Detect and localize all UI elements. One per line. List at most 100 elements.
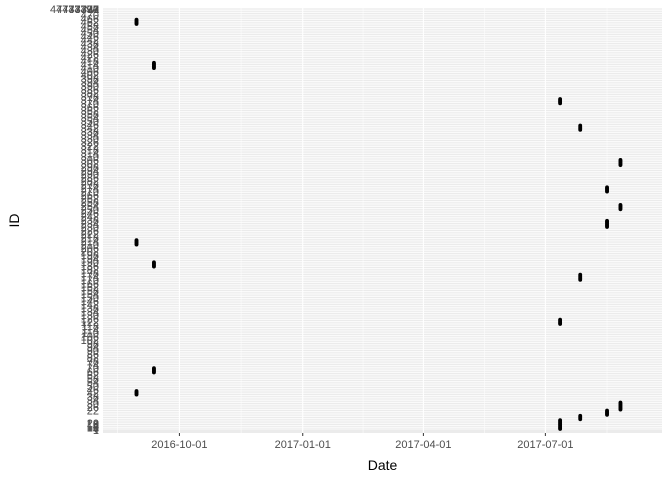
y-tick-label: 190 — [81, 257, 99, 269]
y-tick-label: 450 — [81, 28, 99, 40]
y-tick-label: 306 — [81, 155, 99, 167]
y-tick-label: 410 — [81, 63, 99, 75]
y-tick-label: 394 — [81, 77, 99, 89]
y-tick-label: 426 — [81, 49, 99, 61]
y-tick-label: 310 — [81, 151, 99, 163]
y-tick-label: 458 — [81, 21, 99, 33]
y-tick-label: 202 — [81, 247, 99, 259]
y-tick-label: 158 — [81, 285, 99, 297]
y-tick-label: 258 — [81, 197, 99, 209]
y-tick-label: 118 — [81, 321, 99, 333]
y-tick-label: 226 — [81, 225, 99, 237]
y-tick-label: 98 — [87, 338, 99, 350]
y-tick-label: 114 — [81, 324, 99, 336]
y-tick-label: 398 — [81, 74, 99, 86]
y-tick-label: 422 — [81, 53, 99, 65]
y-tick-label: 298 — [81, 162, 99, 174]
y-axis: 1471012141618204774773477334773334773339… — [50, 4, 100, 437]
y-tick-label: 138 — [81, 303, 99, 315]
y-tick-label: 302 — [81, 158, 99, 170]
data-point — [134, 238, 139, 243]
y-tick-label: 82 — [87, 353, 99, 365]
y-tick-label: 66 — [87, 367, 99, 379]
x-tick-label: 2016-10-01 — [151, 439, 207, 451]
y-tick-label: 262 — [81, 194, 99, 206]
y-tick-label: 166 — [81, 278, 99, 290]
y-tick-label: 254 — [81, 201, 99, 213]
y-tick-label: 350 — [81, 116, 99, 128]
y-tick-label: 382 — [81, 88, 99, 100]
y-tick-label: 462 — [81, 17, 99, 29]
y-tick-label: 14 — [87, 421, 99, 433]
x-tick-label: 2017-01-01 — [275, 439, 331, 451]
y-tick-label: 206 — [81, 243, 99, 255]
data-point — [605, 408, 609, 413]
y-tick-label: 290 — [81, 169, 99, 181]
y-tick-label: 362 — [81, 105, 99, 117]
y-tick-label: 406 — [81, 67, 99, 79]
y-tick-label: 50 — [87, 381, 99, 393]
y-tick-label: 130 — [81, 310, 99, 322]
y-tick-label: 126 — [81, 314, 99, 326]
y-tick-label: 358 — [81, 109, 99, 121]
y-tick-label: 234 — [81, 218, 99, 230]
y-tick-label: 374 — [81, 95, 99, 107]
y-tick-label: 162 — [81, 282, 99, 294]
y-tick-label: 286 — [81, 173, 99, 185]
data-point — [618, 157, 623, 162]
y-tick-label: 282 — [81, 176, 99, 188]
data-point — [618, 400, 623, 405]
y-tick-label: 20 — [87, 418, 99, 430]
y-tick-label: 7 — [93, 423, 99, 435]
x-axis-title: Date — [368, 457, 398, 473]
data-point — [578, 413, 583, 418]
y-tick-label: 218 — [81, 233, 99, 245]
y-tick-label: 22 — [87, 405, 99, 417]
y-tick-label: 214 — [81, 236, 99, 248]
y-tick-label: 47733391 — [50, 4, 99, 16]
data-point — [558, 317, 563, 322]
y-tick-label: 346 — [81, 120, 99, 132]
y-tick-label: 386 — [81, 84, 99, 96]
y-tick-label: 70 — [87, 363, 99, 375]
y-tick-label: 330 — [81, 134, 99, 146]
data-point — [134, 17, 139, 22]
data-point — [578, 272, 583, 277]
y-axis-title: ID — [6, 214, 22, 228]
y-tick-label: 74 — [87, 360, 99, 372]
y-tick-label: 477 — [81, 4, 99, 16]
y-tick-label: 26 — [87, 402, 99, 414]
y-tick-label: 274 — [81, 183, 99, 195]
y-tick-label: 446 — [81, 31, 99, 43]
y-tick-label: 402 — [81, 70, 99, 82]
y-tick-label: 314 — [81, 148, 99, 160]
y-tick-label: 266 — [81, 190, 99, 202]
y-tick-label: 30 — [87, 398, 99, 410]
y-tick-label: 210 — [81, 240, 99, 252]
y-tick-label: 466 — [81, 14, 99, 26]
y-tick-label: 4773 — [75, 4, 99, 16]
data-point — [134, 389, 139, 393]
y-tick-label: 154 — [81, 289, 99, 301]
y-tick-label: 42 — [87, 388, 99, 400]
data-point — [605, 218, 609, 223]
grid-lines — [103, 8, 662, 433]
y-tick-label: 58 — [87, 374, 99, 386]
data-points — [134, 17, 623, 431]
data-point — [558, 418, 563, 423]
y-tick-label: 430 — [81, 45, 99, 57]
y-tick-label: 34 — [87, 395, 99, 407]
y-tick-label: 142 — [81, 300, 99, 312]
y-tick-label: 318 — [81, 144, 99, 156]
y-tick-label: 418 — [81, 56, 99, 68]
y-tick-label: 1 — [93, 425, 99, 437]
data-point — [558, 97, 563, 101]
y-tick-label: 134 — [81, 307, 99, 319]
y-tick-label: 146 — [81, 296, 99, 308]
y-tick-label: 102 — [81, 335, 99, 347]
y-tick-label: 414 — [81, 60, 99, 72]
y-tick-label: 470 — [81, 10, 99, 22]
y-tick-label: 434 — [81, 42, 99, 54]
y-tick-label: 194 — [81, 254, 99, 266]
